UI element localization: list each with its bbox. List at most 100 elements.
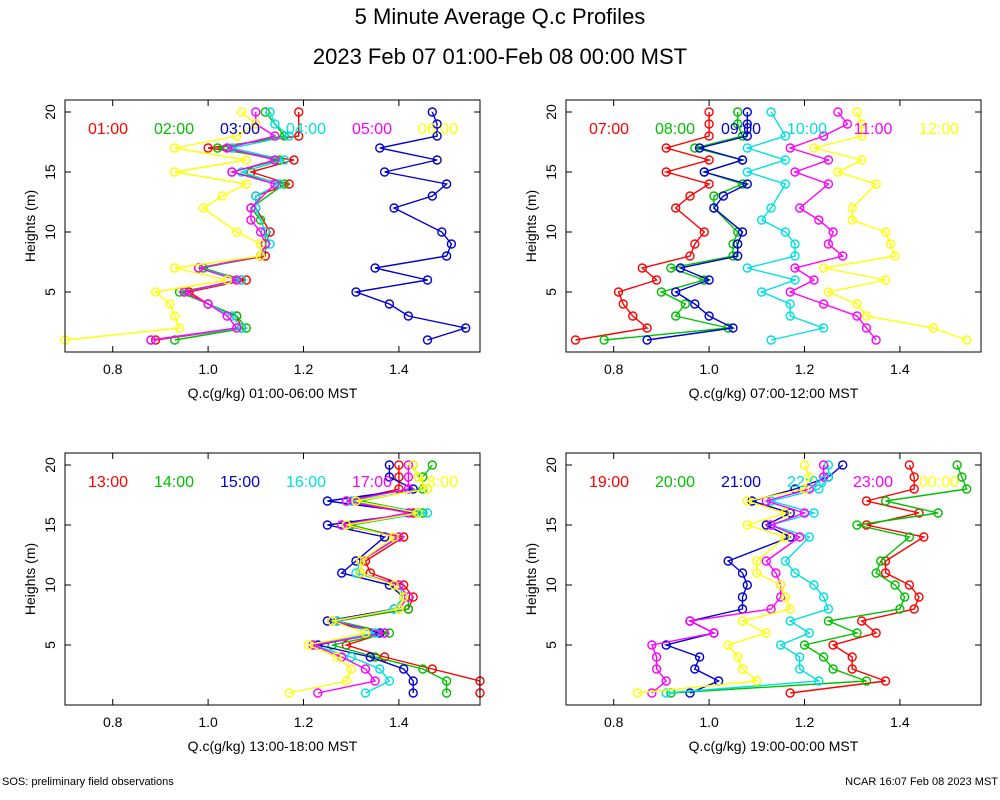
data-point xyxy=(432,119,442,129)
data-point xyxy=(790,239,800,249)
data-point xyxy=(733,107,743,117)
data-point xyxy=(251,119,261,129)
data-point xyxy=(690,664,700,674)
data-point xyxy=(728,323,738,333)
x-tick-label: 0.8 xyxy=(604,361,624,377)
data-point xyxy=(718,191,729,201)
x-tick-label: 1.4 xyxy=(890,361,910,377)
series-line-0700 xyxy=(575,112,712,341)
data-point xyxy=(661,143,671,153)
data-point xyxy=(690,239,700,249)
data-point xyxy=(255,239,266,249)
data-point xyxy=(861,323,872,333)
data-point xyxy=(656,287,667,297)
data-point xyxy=(637,263,647,273)
data-point xyxy=(919,532,929,542)
data-point xyxy=(203,299,213,309)
legend-label: 07:00 xyxy=(589,121,629,138)
data-point xyxy=(408,484,418,494)
data-point xyxy=(260,107,270,117)
legend-label: 08:00 xyxy=(655,121,695,138)
data-point xyxy=(828,664,838,674)
data-point xyxy=(222,143,232,153)
data-point xyxy=(742,167,752,177)
data-point xyxy=(647,688,657,698)
data-point xyxy=(818,592,829,602)
data-point xyxy=(709,628,719,638)
data-point xyxy=(694,652,705,662)
data-point xyxy=(904,580,915,590)
data-point xyxy=(685,616,695,626)
data-point xyxy=(432,155,442,165)
data-point xyxy=(957,472,967,482)
series-line-2000 xyxy=(670,464,968,694)
data-point xyxy=(379,628,390,638)
plot-frame xyxy=(64,99,481,353)
series-line-1900 xyxy=(790,464,926,694)
data-point xyxy=(785,688,795,698)
data-point xyxy=(704,107,714,117)
data-point xyxy=(752,568,762,578)
data-point xyxy=(742,131,752,141)
data-point xyxy=(861,520,872,530)
data-point xyxy=(265,107,275,117)
data-point xyxy=(962,484,972,494)
legend-label: 18:00 xyxy=(418,474,458,491)
data-point xyxy=(733,251,743,261)
data-point xyxy=(446,239,457,249)
data-point xyxy=(384,460,395,470)
data-point xyxy=(780,592,791,602)
data-point xyxy=(422,335,433,345)
legend-label: 16:00 xyxy=(286,474,326,491)
data-point xyxy=(799,640,810,650)
data-point xyxy=(704,179,714,189)
legend-label: 09:00 xyxy=(721,121,761,138)
data-point xyxy=(413,472,423,482)
legend-label: 21:00 xyxy=(721,474,761,491)
data-point xyxy=(785,311,795,321)
data-point xyxy=(231,131,242,141)
data-point xyxy=(804,532,814,542)
y-tick-label: 15 xyxy=(42,517,58,533)
legend-label: 13:00 xyxy=(88,474,128,491)
x-tick-label: 1.4 xyxy=(890,714,910,730)
data-point xyxy=(360,664,371,674)
data-point xyxy=(360,688,371,698)
data-point xyxy=(847,664,857,674)
data-point xyxy=(723,556,733,566)
data-point xyxy=(661,676,671,686)
data-point xyxy=(780,155,791,165)
data-point xyxy=(642,335,652,345)
data-point xyxy=(671,287,681,297)
y-tick-label: 10 xyxy=(42,577,58,593)
data-point xyxy=(704,119,714,129)
data-point xyxy=(780,556,791,566)
data-point xyxy=(780,131,791,141)
data-point xyxy=(857,616,867,626)
data-point xyxy=(699,167,709,177)
data-point xyxy=(790,275,800,285)
data-point xyxy=(642,323,652,333)
data-point xyxy=(761,628,771,638)
data-point xyxy=(174,323,185,333)
data-point xyxy=(246,215,256,225)
data-point xyxy=(828,227,838,237)
data-point xyxy=(613,287,624,297)
data-point xyxy=(785,299,795,309)
data-point xyxy=(799,484,810,494)
data-point xyxy=(251,191,261,201)
data-point xyxy=(227,167,237,177)
plot-frame xyxy=(64,452,481,706)
data-point xyxy=(804,628,814,638)
data-point xyxy=(403,311,414,321)
legend-label: 06:00 xyxy=(418,121,458,138)
data-point xyxy=(742,119,752,129)
data-point xyxy=(933,508,943,518)
data-point xyxy=(790,568,800,578)
data-point xyxy=(704,155,714,165)
data-point xyxy=(346,652,356,662)
data-point xyxy=(570,335,581,345)
data-point xyxy=(847,203,857,213)
data-point xyxy=(799,460,810,470)
data-point xyxy=(169,263,180,273)
